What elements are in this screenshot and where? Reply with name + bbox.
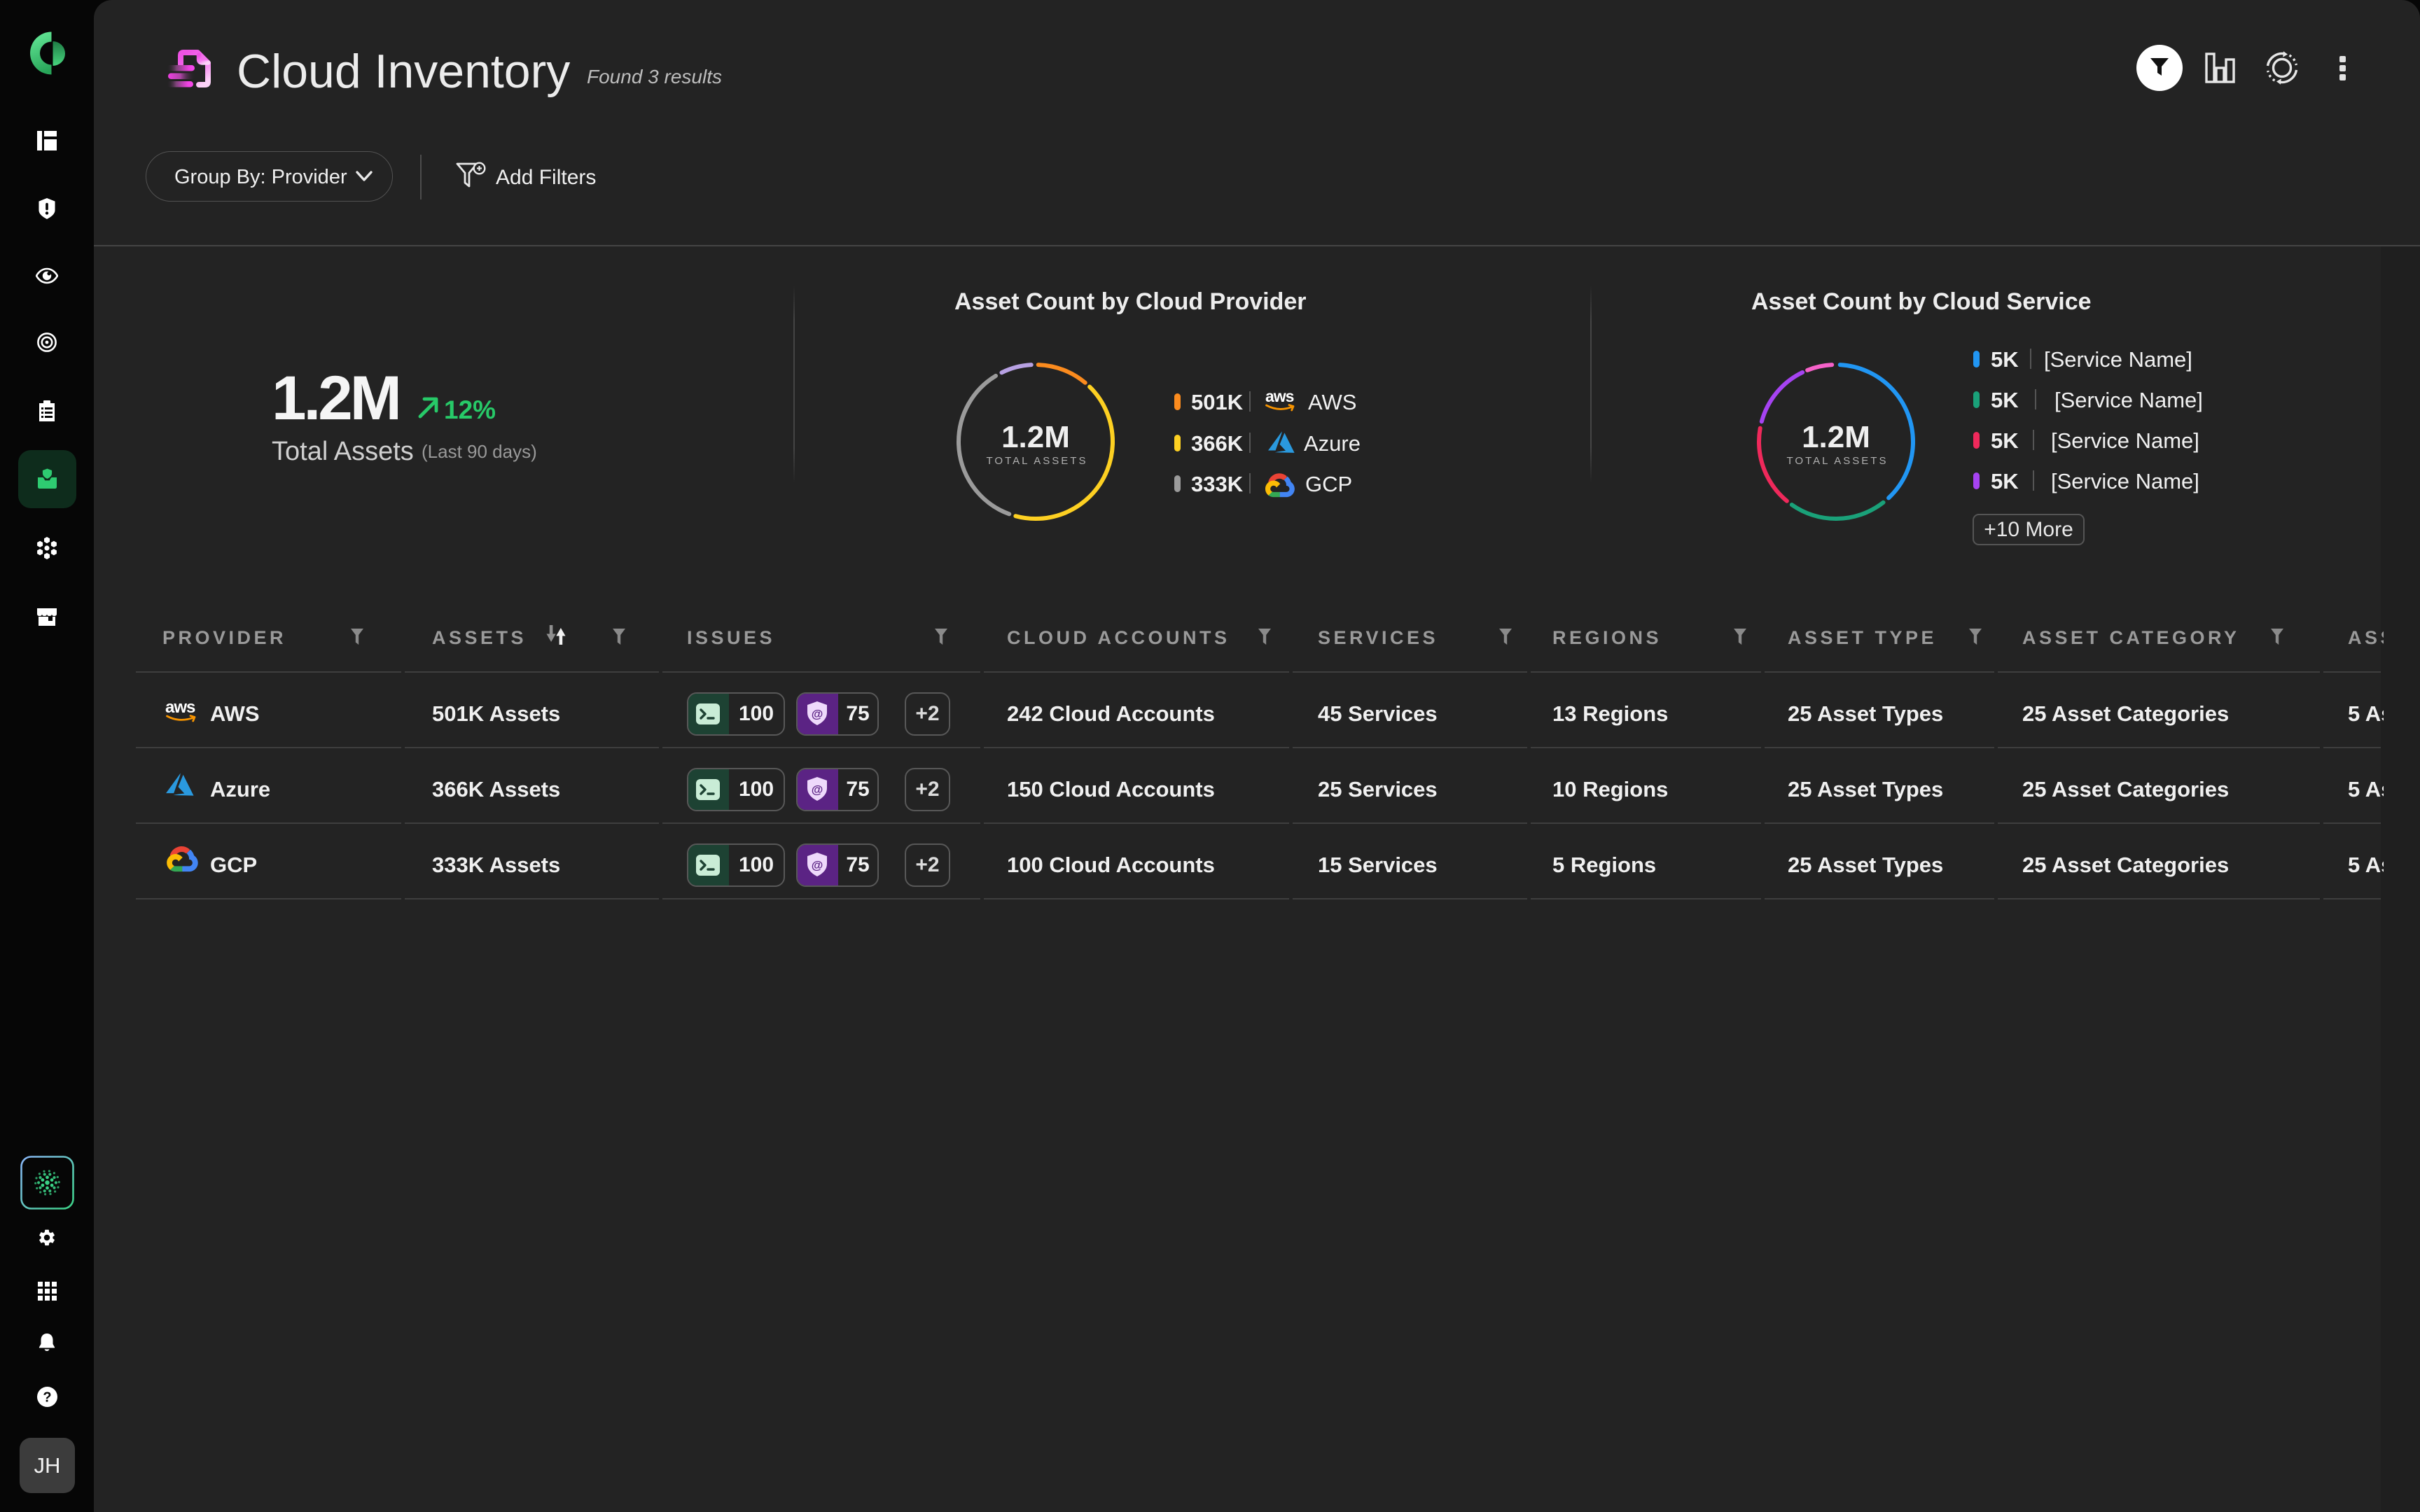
- svg-text:aws: aws: [1265, 388, 1294, 405]
- svg-text:aws: aws: [165, 699, 195, 717]
- svg-text:@: @: [812, 859, 823, 872]
- svg-text:@: @: [812, 708, 823, 721]
- svg-text:@: @: [812, 783, 823, 797]
- svg-text:?: ?: [43, 1390, 51, 1406]
